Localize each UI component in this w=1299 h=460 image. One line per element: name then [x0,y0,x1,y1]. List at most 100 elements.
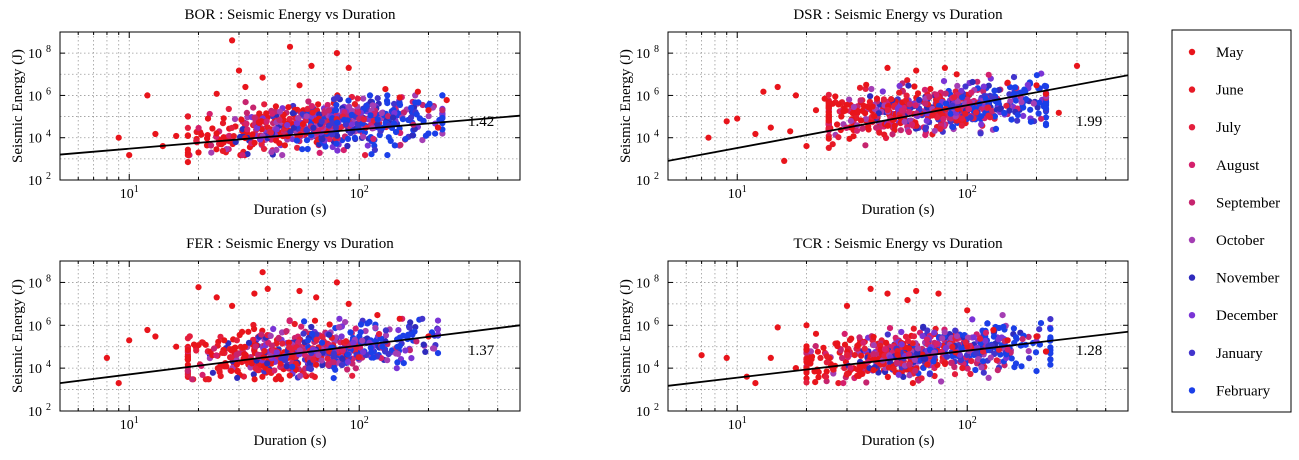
scatter-point [213,146,220,153]
scatter-point [344,358,352,365]
scatter-point [258,331,265,338]
scatter-points [705,62,1081,164]
scatter-point [371,146,378,153]
scatter-point [221,337,228,344]
scatter-point [374,121,381,128]
scatter-point [204,132,211,139]
scatter-point [1047,316,1054,323]
scatter-point [888,96,895,103]
scatter-point [184,113,191,120]
scatter-point [251,376,258,383]
scatter-point [348,121,355,128]
scatter-point [964,307,971,314]
scatter-point [439,114,446,121]
scatter-point [1008,355,1015,362]
scatter-point [931,127,938,134]
scatter-point [916,96,923,103]
scatter-point [1018,363,1025,370]
scatter-point [425,107,432,114]
scatter-point [1010,325,1018,332]
scatter-point [408,355,415,362]
scatter-point [1014,111,1021,119]
scatter-point [914,345,922,352]
scatter-point [825,135,832,142]
scatter-point [951,94,958,101]
scatter-point [1073,62,1081,69]
scatter-point [360,95,367,102]
scatter-point [752,380,759,387]
legend-marker [1188,349,1196,356]
scatter-point [339,347,346,354]
scatter-point [213,130,220,137]
scatter-point [364,320,371,327]
scatter-point [958,87,965,94]
scatter-point [332,107,340,114]
scatter-point [962,83,969,90]
scatter-point [992,125,1000,132]
scatter-point [233,361,240,368]
x-tick-label: 102 [958,184,977,202]
y-tick-label: 10 6 [636,86,659,104]
scatter-point [396,315,403,322]
fit-line [60,114,520,156]
scatter-point [829,141,836,148]
scatter-point [333,50,340,57]
scatter-point [1008,116,1015,123]
x-tick-label: 102 [350,415,369,433]
scatter-point [912,102,919,109]
scatter-point [863,81,870,88]
scatter-point [198,131,205,138]
scatter-point [905,338,912,345]
scatter-point [1033,82,1040,89]
scatter-point [330,359,337,366]
scatter-point [406,324,413,331]
scatter-point [972,366,979,374]
scatter-point [999,312,1006,319]
scatter-point [208,149,215,156]
scatter-point [115,380,122,387]
scatter-point [425,130,432,137]
scatter-point [980,369,987,376]
scatter-point [195,284,202,291]
y-axis-label: Seismic Energy (J) [10,49,26,163]
legend-marker [1188,199,1196,206]
scatter-point [276,116,283,124]
scatter-point [250,104,257,111]
scatter-point [898,341,905,348]
legend-label: October [1216,233,1264,249]
scatter-point [402,347,409,354]
scatter-point [927,85,934,93]
scatter-point [922,100,929,107]
scatter-point [434,326,442,333]
scatter-point [984,320,991,327]
scatter-point [184,124,191,131]
scatter-point [296,287,303,295]
scatter-point [913,67,920,74]
scatter-point [949,343,956,350]
scatter-point [897,127,905,134]
scatter-point [935,290,942,297]
scatter-point [970,334,977,341]
scatter-point [400,360,407,367]
scatter-point [886,325,894,332]
scatter-point [767,354,774,361]
scatter-point [953,333,961,340]
scatter-point [289,110,296,117]
scatter-point [245,328,252,335]
scatter-point [1027,118,1034,125]
scatter-point [1000,323,1007,330]
scatter-point [391,100,398,107]
chart-title: TCR : Seismic Energy vs Duration [793,236,1003,252]
scatter-point [895,371,902,378]
scatter-point [980,88,987,95]
scatter-point [829,100,836,107]
scatter-point [193,347,200,354]
scatter-point [344,135,352,142]
scatter-point [1042,105,1050,112]
scatter-point [362,152,369,159]
legend-label: November [1216,271,1279,287]
scatter-point [938,378,945,385]
scatter-point [244,126,251,133]
scatter-point [862,115,869,123]
